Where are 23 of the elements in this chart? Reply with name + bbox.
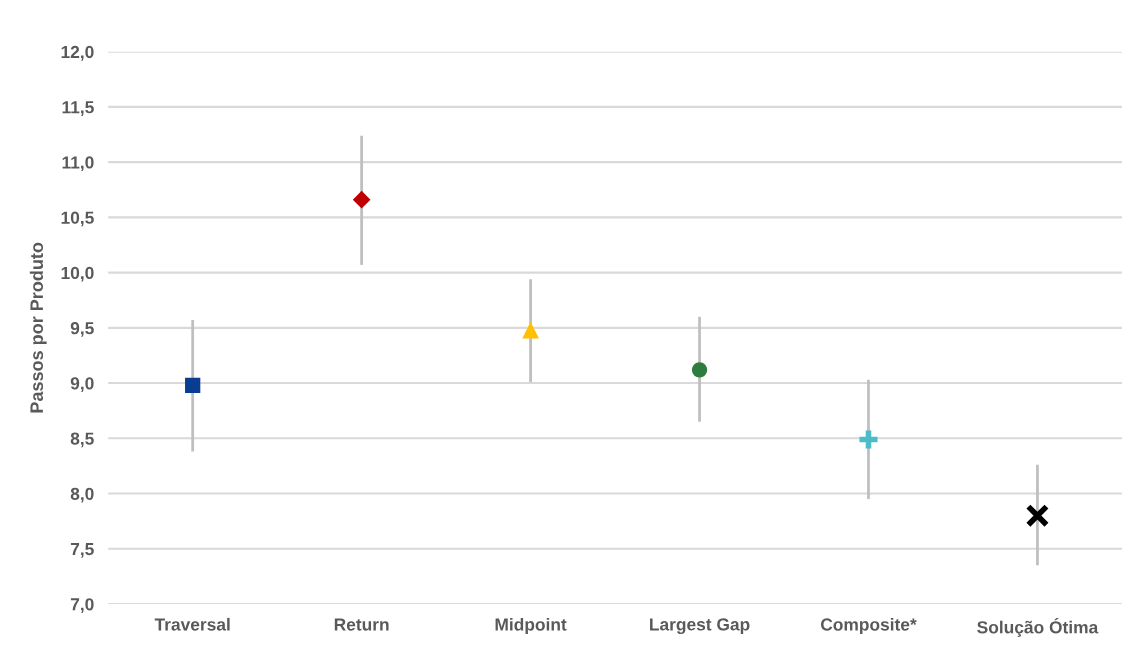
x-tick-label: Composite* bbox=[820, 617, 917, 635]
y-tick-label: 11,0 bbox=[62, 156, 94, 172]
y-tick-label: 8,0 bbox=[70, 487, 94, 503]
y-tick-label: 7,0 bbox=[70, 598, 94, 613]
point bbox=[691, 362, 708, 378]
point bbox=[185, 377, 201, 393]
point bbox=[1025, 503, 1050, 528]
y-tick-label: 8,5 bbox=[70, 432, 94, 448]
y-tick-label: 12,0 bbox=[61, 45, 94, 61]
y-tick-label: 9,0 bbox=[70, 377, 94, 393]
point bbox=[352, 190, 371, 209]
x-tick-label: Largest Gap bbox=[650, 618, 750, 635]
y-tick-label: 10,0 bbox=[61, 266, 94, 282]
y-tick-label: 11,5 bbox=[62, 101, 94, 116]
x-tick-label: Midpoint bbox=[495, 617, 567, 635]
point bbox=[522, 321, 539, 339]
x-tick-label: Return bbox=[334, 618, 389, 631]
y-tick-label: 10,5 bbox=[61, 211, 94, 227]
x-tick-label: Solução Ótima bbox=[977, 617, 1099, 637]
y-tick-label: 9,5 bbox=[70, 322, 94, 337]
x-tick-label: Traversal bbox=[154, 617, 230, 631]
y-tick-label: 7,5 bbox=[70, 543, 94, 558]
y-axis-title: Passos por Produto bbox=[29, 242, 47, 413]
